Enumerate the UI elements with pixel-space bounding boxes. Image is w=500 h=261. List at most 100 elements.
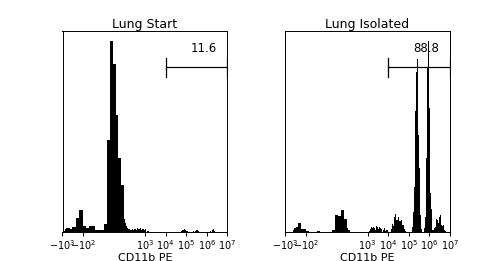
Bar bbox=[136, 230, 137, 232]
Bar bbox=[98, 230, 101, 232]
Bar bbox=[134, 229, 135, 232]
Bar bbox=[377, 227, 378, 232]
Bar bbox=[379, 228, 380, 232]
Bar bbox=[127, 227, 128, 232]
Title: Lung Isolated: Lung Isolated bbox=[326, 18, 409, 31]
Bar bbox=[130, 230, 131, 232]
Bar bbox=[125, 219, 126, 232]
Bar bbox=[196, 230, 197, 232]
Bar bbox=[149, 231, 150, 232]
Bar bbox=[142, 229, 143, 232]
Bar bbox=[101, 230, 103, 232]
Bar bbox=[394, 217, 395, 232]
Bar bbox=[440, 215, 441, 232]
Bar bbox=[414, 187, 415, 232]
Bar bbox=[198, 231, 199, 232]
Bar bbox=[417, 61, 418, 232]
Bar bbox=[445, 231, 446, 232]
Bar bbox=[86, 228, 89, 232]
Title: Lung Start: Lung Start bbox=[112, 18, 178, 31]
Bar bbox=[143, 229, 144, 232]
Bar bbox=[210, 231, 211, 232]
Bar bbox=[433, 230, 434, 232]
Bar bbox=[387, 230, 388, 232]
Bar bbox=[92, 226, 95, 232]
Bar bbox=[380, 228, 381, 232]
Bar bbox=[332, 230, 335, 232]
Bar bbox=[381, 230, 382, 232]
Bar bbox=[375, 230, 376, 232]
Bar bbox=[398, 219, 399, 232]
Bar bbox=[444, 231, 445, 232]
Bar bbox=[378, 229, 379, 232]
Bar bbox=[418, 134, 419, 232]
Text: 11.6: 11.6 bbox=[191, 43, 217, 55]
Bar bbox=[122, 185, 124, 232]
Bar bbox=[419, 168, 420, 232]
Bar bbox=[372, 230, 373, 232]
Bar bbox=[183, 230, 184, 232]
Bar bbox=[397, 220, 398, 232]
Bar bbox=[396, 220, 397, 232]
Bar bbox=[128, 228, 129, 232]
Bar bbox=[373, 227, 374, 232]
Bar bbox=[318, 231, 320, 232]
Bar bbox=[341, 210, 344, 232]
Bar bbox=[427, 108, 428, 232]
Bar bbox=[369, 231, 370, 232]
Bar bbox=[195, 231, 196, 232]
Bar bbox=[376, 228, 377, 232]
Bar bbox=[344, 219, 347, 232]
Bar bbox=[399, 221, 400, 232]
Bar bbox=[78, 210, 83, 232]
Bar bbox=[68, 228, 69, 232]
X-axis label: CD11b PE: CD11b PE bbox=[118, 253, 172, 261]
X-axis label: CD11b PE: CD11b PE bbox=[340, 253, 395, 261]
Bar bbox=[70, 229, 71, 232]
Bar bbox=[347, 225, 348, 232]
Bar bbox=[442, 226, 443, 232]
Bar bbox=[192, 231, 194, 232]
Bar bbox=[296, 227, 298, 232]
Bar bbox=[400, 217, 401, 232]
Bar bbox=[186, 231, 187, 232]
Bar bbox=[393, 223, 394, 232]
Bar bbox=[441, 219, 442, 232]
Bar bbox=[374, 230, 375, 232]
Bar bbox=[184, 229, 185, 232]
Bar bbox=[430, 193, 431, 232]
Bar bbox=[104, 224, 106, 232]
Bar bbox=[302, 229, 306, 232]
Bar bbox=[428, 41, 429, 232]
Bar bbox=[83, 226, 86, 232]
Bar bbox=[76, 218, 78, 232]
Bar bbox=[431, 209, 432, 232]
Bar bbox=[424, 222, 426, 232]
Bar bbox=[348, 228, 349, 232]
Bar bbox=[401, 220, 402, 232]
Bar bbox=[437, 212, 438, 232]
Bar bbox=[443, 226, 444, 232]
Bar bbox=[384, 230, 385, 232]
Bar bbox=[132, 229, 133, 232]
Bar bbox=[95, 230, 98, 232]
Bar bbox=[129, 229, 130, 232]
Bar bbox=[439, 218, 440, 232]
Bar bbox=[110, 41, 112, 232]
Bar bbox=[118, 158, 122, 232]
Bar bbox=[187, 231, 188, 232]
Bar bbox=[213, 229, 214, 232]
Bar bbox=[420, 223, 421, 232]
Bar bbox=[352, 231, 353, 232]
Bar bbox=[306, 231, 308, 232]
Bar bbox=[383, 230, 384, 232]
Bar bbox=[89, 226, 92, 232]
Bar bbox=[65, 229, 66, 232]
Bar bbox=[371, 230, 372, 232]
Bar bbox=[67, 228, 68, 232]
Bar bbox=[370, 229, 371, 232]
Bar bbox=[434, 229, 435, 232]
Text: 88.8: 88.8 bbox=[414, 43, 440, 55]
Bar bbox=[438, 223, 439, 232]
Bar bbox=[416, 72, 417, 232]
